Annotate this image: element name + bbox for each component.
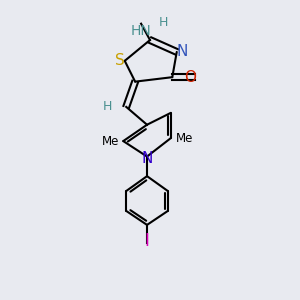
- Text: HN: HN: [131, 24, 152, 38]
- Text: S: S: [116, 53, 125, 68]
- Text: I: I: [145, 232, 149, 250]
- Text: H: H: [103, 100, 112, 112]
- Text: O: O: [184, 70, 196, 85]
- Text: Me: Me: [176, 132, 193, 145]
- Text: H: H: [159, 16, 168, 29]
- Text: N: N: [176, 44, 188, 59]
- Text: Me: Me: [102, 136, 119, 148]
- Text: N: N: [141, 151, 153, 166]
